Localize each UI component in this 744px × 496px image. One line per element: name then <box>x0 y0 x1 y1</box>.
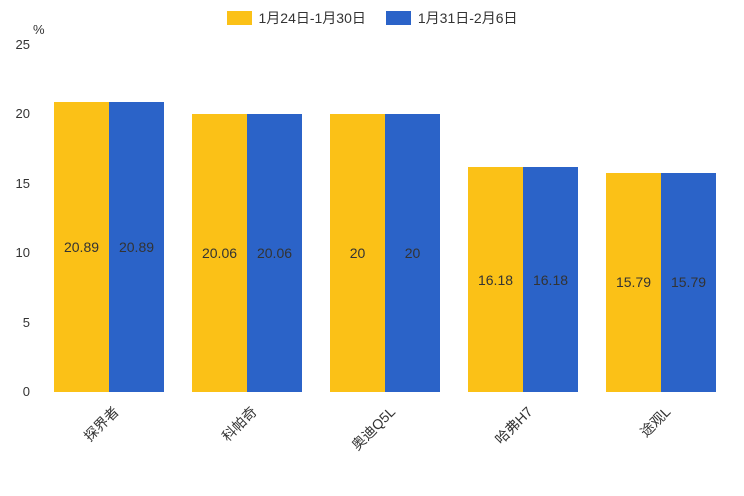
plot-area: 20.89 20.89 探界者 20.06 20.06 科帕奇 20 20 奥迪Q5L 16.18… <box>40 45 730 453</box>
bar-途观L-series-0[interactable]: 15.79 <box>606 172 661 392</box>
legend-label: 1月24日-1月30日 <box>258 10 366 26</box>
y-axis-tick-label: 25 <box>15 37 30 52</box>
x-axis-label-奥迪Q5L: 奥迪Q5L <box>347 403 398 454</box>
bar-哈弗H7-series-1[interactable]: 16.18 <box>523 167 578 392</box>
bar-value-label: 20.89 <box>63 239 100 256</box>
bar-哈弗H7-series-0[interactable]: 16.18 <box>468 167 523 392</box>
y-axis-tick-label: 5 <box>22 314 30 330</box>
bar-value-label: 15.79 <box>615 274 652 291</box>
x-axis-label-哈弗H7: 哈弗H7 <box>491 403 536 448</box>
bar-value-label: 20 <box>404 245 421 262</box>
bar-value-label: 20.06 <box>256 244 293 261</box>
y-axis-tick-label: 20 <box>15 106 30 122</box>
bar-value-label: 20 <box>349 245 366 262</box>
legend-swatch-icon <box>226 11 252 25</box>
bar-奥迪Q5L-series-0[interactable]: 20 <box>330 114 385 392</box>
bar-value-label: 20.06 <box>201 244 238 261</box>
bar-途观L-series-1[interactable]: 15.79 <box>661 172 716 392</box>
y-axis-unit-label: % <box>33 22 45 37</box>
x-axis-label-科帕奇: 科帕奇 <box>218 403 260 445</box>
bar-科帕奇-series-0[interactable]: 20.06 <box>192 113 247 392</box>
legend-item-0[interactable]: 1月24日-1月30日 <box>226 8 366 28</box>
y-axis: 0 5 10 15 20 25 <box>0 37 30 399</box>
bar-value-label: 16.18 <box>477 271 514 288</box>
x-axis-label-途观L: 途观L <box>637 403 674 441</box>
bar-value-label: 16.18 <box>532 271 569 288</box>
y-axis-tick-label: 10 <box>15 245 30 261</box>
y-axis-tick-label: 15 <box>15 175 30 191</box>
chart-legend: 1月24日-1月30日 1月31日-2月6日 <box>0 8 744 28</box>
legend-label: 1月31日-2月6日 <box>417 10 518 26</box>
legend-item-1[interactable]: 1月31日-2月6日 <box>385 8 518 28</box>
y-axis-tick-label: 0 <box>22 384 30 399</box>
x-axis-label-探界者: 探界者 <box>80 403 122 445</box>
bar-value-label: 20.89 <box>118 239 155 256</box>
bar-科帕奇-series-1[interactable]: 20.06 <box>247 113 302 392</box>
bar-探界者-series-0[interactable]: 20.89 <box>54 102 109 392</box>
bar-value-label: 15.79 <box>670 274 707 291</box>
legend-swatch-icon <box>385 11 411 25</box>
bar-探界者-series-1[interactable]: 20.89 <box>109 102 164 392</box>
bar-奥迪Q5L-series-1[interactable]: 20 <box>385 114 440 392</box>
